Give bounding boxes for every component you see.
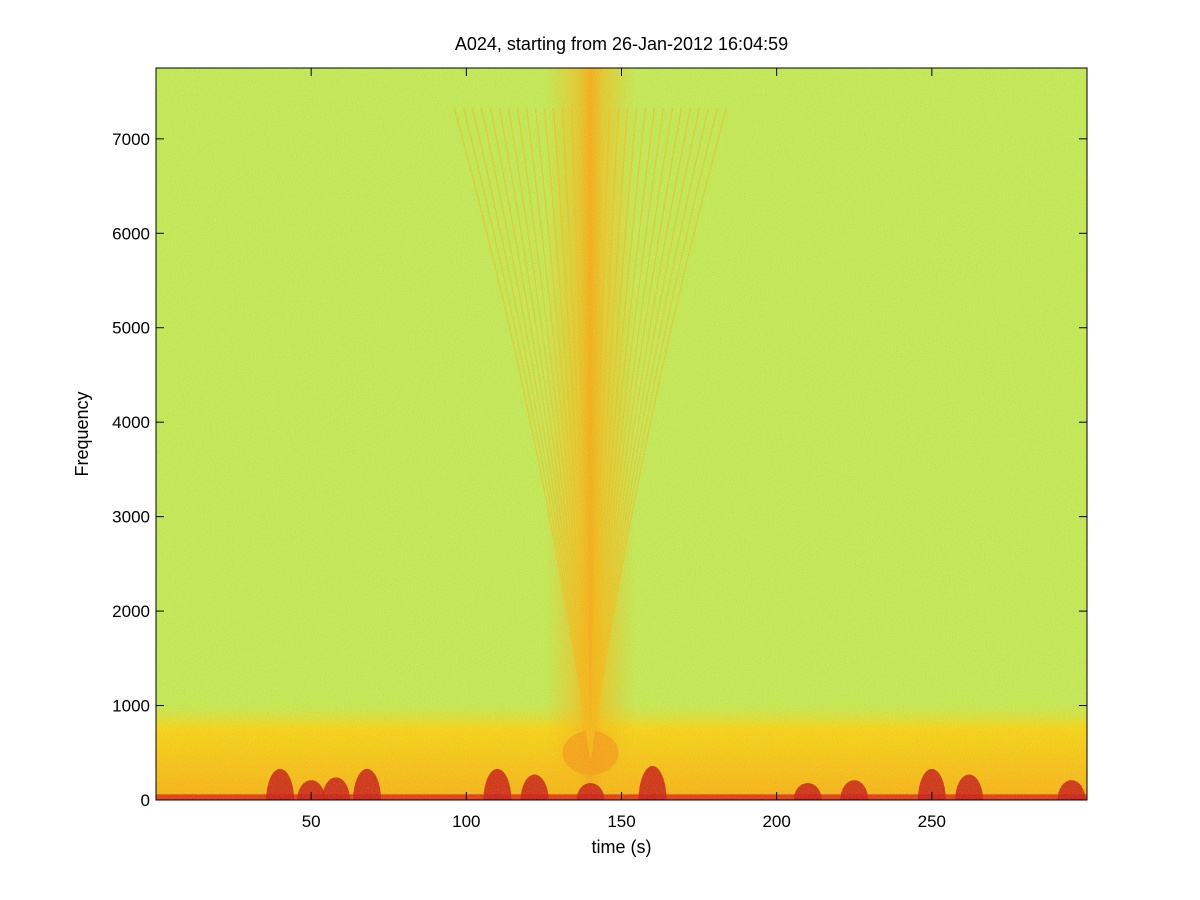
plot-area <box>156 68 1087 800</box>
x-axis-label: time (s) <box>592 837 652 857</box>
y-tick-label: 5000 <box>112 319 150 338</box>
noise-overlay <box>156 68 1087 800</box>
y-axis-label: Frequency <box>72 391 92 476</box>
x-tick-label: 250 <box>918 812 946 831</box>
y-axis: 0 1000 2000 3000 4000 5000 6000 7000 <box>112 130 1087 810</box>
x-tick-label: 200 <box>762 812 790 831</box>
y-tick-label: 0 <box>141 791 150 810</box>
y-tick-label: 2000 <box>112 602 150 621</box>
x-tick-label: 100 <box>452 812 480 831</box>
y-tick-label: 7000 <box>112 130 150 149</box>
y-tick-label: 6000 <box>112 224 150 243</box>
y-tick-label: 4000 <box>112 413 150 432</box>
x-tick-label: 50 <box>302 812 321 831</box>
y-tick-label: 1000 <box>112 697 150 716</box>
y-tick-label: 3000 <box>112 508 150 527</box>
chart-title: A024, starting from 26-Jan-2012 16:04:59 <box>455 34 788 54</box>
x-tick-label: 150 <box>607 812 635 831</box>
x-axis: 50 100 150 200 250 <box>302 68 946 831</box>
